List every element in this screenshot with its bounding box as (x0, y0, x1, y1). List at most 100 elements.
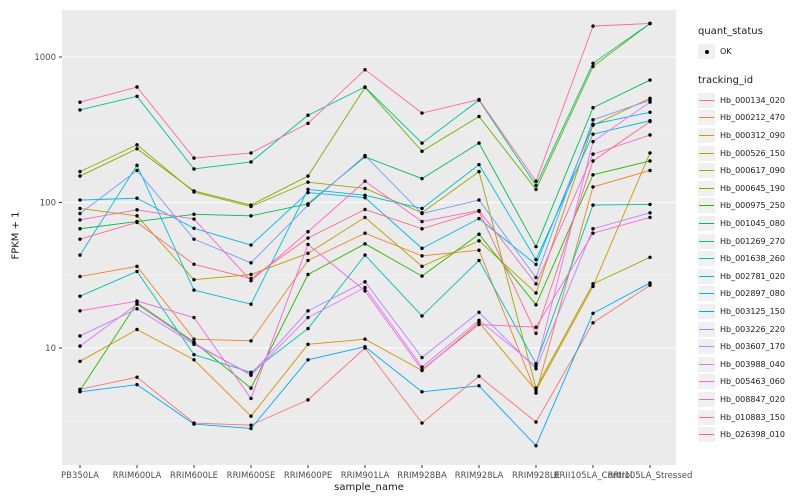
line-key-box (698, 216, 715, 232)
data-point (135, 264, 139, 269)
data-point (306, 342, 310, 347)
data-point (78, 359, 82, 364)
data-point (249, 426, 253, 431)
data-point (192, 337, 196, 341)
data-point (591, 64, 595, 69)
line-key-box (698, 427, 715, 443)
line-key-icon (699, 311, 714, 313)
data-point (306, 358, 310, 362)
data-point (249, 423, 253, 427)
point-key-box (698, 44, 715, 60)
line-key-icon (699, 205, 714, 207)
data-point (78, 211, 82, 216)
line-key-icon (699, 170, 714, 172)
data-point (477, 248, 481, 252)
data-point (78, 169, 82, 174)
tracking-id-label: Hb_000975_250 (720, 201, 785, 211)
quant-status-legend: quant_status OK (698, 26, 798, 61)
data-point (534, 291, 538, 295)
data-point (192, 189, 196, 193)
data-point (135, 375, 139, 379)
line-key-icon (699, 434, 714, 436)
data-point (591, 185, 595, 189)
data-point (135, 85, 139, 89)
data-point (648, 100, 652, 104)
data-point (477, 384, 481, 388)
tracking-id-legend-entry: Hb_001045_080 (698, 215, 798, 233)
data-point (249, 151, 253, 155)
x-tick-label: RRII105LA_Stressed (608, 471, 693, 481)
data-point (591, 321, 595, 325)
data-point (363, 153, 367, 158)
data-point (420, 355, 424, 360)
data-point (477, 114, 481, 119)
line-key-icon (699, 275, 714, 277)
tracking-id-legend-entry: Hb_010883_150 (698, 408, 798, 426)
data-point (420, 246, 424, 251)
data-point (192, 217, 196, 221)
tracking-id-label: Hb_001269_270 (720, 236, 785, 246)
data-point (78, 174, 82, 178)
data-point (420, 421, 424, 425)
data-point (477, 162, 481, 167)
data-point (78, 198, 82, 202)
line-key-box (698, 110, 715, 126)
line-key-box (698, 304, 715, 320)
line-key-box (698, 198, 715, 214)
data-point (420, 149, 424, 153)
quant-status-legend-title: quant_status (698, 26, 763, 37)
data-point (648, 110, 652, 114)
y-tick-label: 1000 (34, 53, 56, 63)
line-key-box (698, 163, 715, 179)
data-point (135, 208, 139, 212)
line-key-icon (699, 135, 714, 137)
data-point (648, 202, 652, 207)
line-key-box (698, 374, 715, 390)
data-point (648, 255, 652, 260)
tracking-id-legend-entry: Hb_000212_470 (698, 109, 798, 127)
data-point (78, 227, 82, 231)
data-point (249, 414, 253, 418)
data-point (78, 218, 82, 222)
tracking-id-label: Hb_000526_150 (720, 148, 785, 158)
data-point (534, 257, 538, 262)
data-point (192, 237, 196, 241)
data-point (477, 209, 481, 213)
data-point (648, 151, 652, 155)
data-point (648, 21, 652, 26)
data-point (363, 195, 367, 200)
line-key-box (698, 251, 715, 267)
tracking-id-label: Hb_000312_090 (720, 131, 785, 141)
data-point (363, 85, 367, 89)
data-point (534, 367, 538, 371)
data-point (591, 132, 595, 136)
tracking-id-label: Hb_000134_020 (720, 95, 785, 105)
data-point (78, 274, 82, 279)
tracking-id-legend-entry: Hb_003988_040 (698, 356, 798, 374)
data-point (249, 302, 253, 306)
data-point (249, 339, 253, 343)
data-point (591, 122, 595, 126)
data-point (420, 254, 424, 258)
line-key-box (698, 180, 715, 196)
tracking-id-label: Hb_000645_190 (720, 183, 785, 193)
tracking-id-label: Hb_003607_170 (720, 342, 785, 352)
x-tick-label: RRIM928LE (512, 471, 560, 481)
data-point (420, 219, 424, 224)
data-point (192, 358, 196, 362)
data-point (135, 196, 139, 200)
data-point (306, 190, 310, 195)
x-tick-label: RRIM600PE (284, 471, 332, 481)
data-point (192, 277, 196, 282)
tracking-id-legend-entry: Hb_000975_250 (698, 197, 798, 215)
data-point (135, 143, 139, 147)
data-point (477, 198, 481, 202)
data-point (477, 169, 481, 174)
data-point (420, 176, 424, 181)
data-point (192, 156, 196, 160)
data-point (648, 211, 652, 215)
data-point (477, 322, 481, 327)
x-tick-label: RRIM928LA (455, 471, 504, 481)
